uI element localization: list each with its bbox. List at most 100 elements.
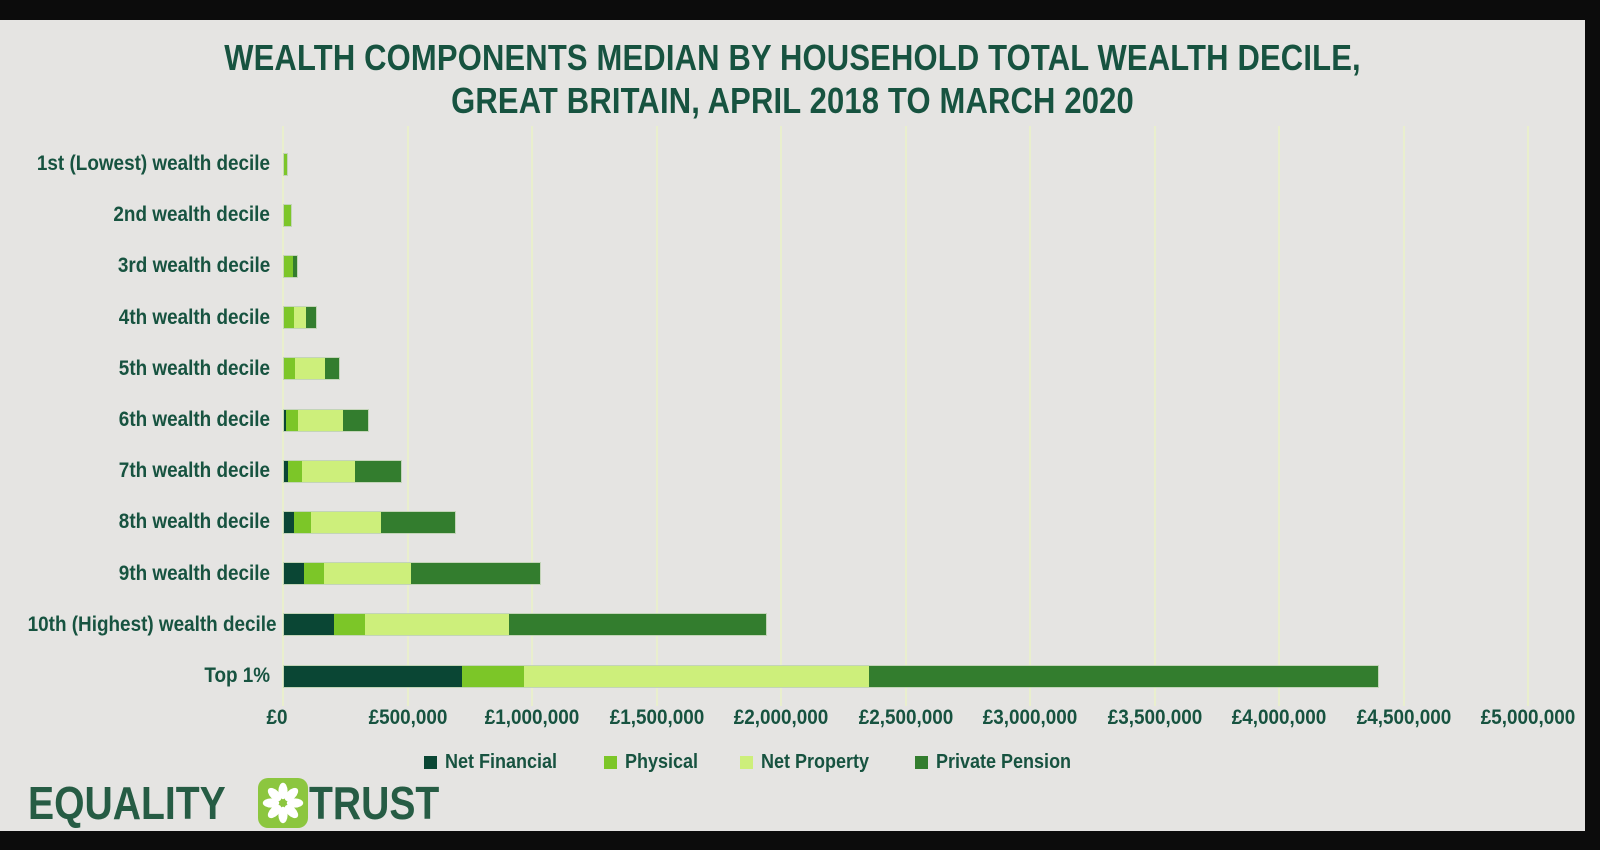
bar-segment-net-financial <box>284 409 286 431</box>
bar-segment-physical <box>284 307 294 329</box>
gridline <box>1153 126 1156 706</box>
row-label: 9th wealth decile <box>118 561 270 585</box>
legend-swatch-net-property <box>739 756 753 769</box>
gridline <box>531 126 533 706</box>
gridline <box>1278 126 1280 706</box>
stacked-bar <box>283 306 317 330</box>
legend-label: Net Financial <box>445 751 558 773</box>
row-label: Top 1% <box>204 664 270 687</box>
bar-segment-net-financial <box>284 614 334 636</box>
bar-segment-physical <box>333 614 365 636</box>
row-label: 2nd wealth decile <box>113 203 270 227</box>
bar-segment-private-pension <box>509 614 766 636</box>
row-label: 5th wealth decile <box>118 356 270 380</box>
bar-row: 3rd wealth decile <box>0 240 1585 292</box>
x-axis-label: £1,500,000 <box>609 706 704 729</box>
gridline <box>780 126 782 706</box>
x-axis-label: £500,000 <box>368 706 447 729</box>
legend-label: Physical <box>624 751 698 773</box>
stacked-bar <box>283 408 370 432</box>
bar-segment-private-pension <box>306 307 316 329</box>
chart-card: WEALTH COMPONENTS MEDIAN BY HOUSEHOLD TO… <box>0 20 1585 831</box>
row-label: 1st (Lowest) wealth decile <box>36 152 270 175</box>
row-label: 7th wealth decile <box>118 459 270 483</box>
bar-segment-private-pension <box>293 255 298 277</box>
stacked-bar <box>283 203 293 227</box>
chart-title: WEALTH COMPONENTS MEDIAN BY HOUSEHOLD TO… <box>0 36 1585 122</box>
logo-flower-icon <box>257 778 308 828</box>
bar-segment-net-property <box>364 614 510 636</box>
gridline <box>904 126 907 706</box>
bar-segment-physical <box>287 460 302 482</box>
bar-row: 6th wealth decile <box>0 394 1585 446</box>
x-axis-label: £3,500,000 <box>1107 706 1202 729</box>
legend-swatch-private-pension <box>914 756 928 769</box>
bar-segment-net-property <box>295 358 325 380</box>
bar-segment-net-financial <box>284 563 304 585</box>
x-axis-label: £1,000,000 <box>484 706 580 729</box>
logo-equality-text: EQUALITY <box>28 777 226 829</box>
bar-row: 7th wealth decile <box>0 445 1585 497</box>
bar-segment-physical <box>284 153 287 175</box>
frame-right <box>1585 0 1600 850</box>
bar-segment-physical <box>462 665 525 687</box>
stacked-bar <box>283 459 402 483</box>
legend-label: Net Property <box>760 751 869 773</box>
frame-top <box>0 0 1600 20</box>
legend-swatch-physical <box>603 756 617 769</box>
stacked-bar <box>283 357 340 381</box>
bar-segment-private-pension <box>869 665 1379 687</box>
legend: Net Financial Physical Net Property Private… <box>0 751 1510 774</box>
bar-segment-physical <box>284 255 294 277</box>
bar-segment-net-financial <box>284 511 294 533</box>
stacked-bar <box>283 254 299 278</box>
legend-swatch-net-financial <box>424 756 438 769</box>
logo-trust-text: TRUST <box>308 777 439 829</box>
row-label: 8th wealth decile <box>118 510 270 534</box>
bar-row: 4th wealth decile <box>0 292 1585 344</box>
row-label: 10th (Highest) wealth decile <box>27 612 277 636</box>
bar-segment-private-pension <box>411 563 540 585</box>
bar-row: 1st (Lowest) wealth decile <box>0 138 1585 190</box>
bar-segment-net-financial <box>284 460 288 482</box>
x-axis-label: £2,000,000 <box>733 706 829 729</box>
x-axis-label: £0 <box>266 706 288 729</box>
bar-row: 5th wealth decile <box>0 343 1585 395</box>
stacked-bar <box>283 613 767 637</box>
row-label: 3rd wealth decile <box>117 254 270 278</box>
bar-segment-net-property <box>301 460 355 482</box>
legend-item: Physical <box>603 751 706 774</box>
legend-item: Net Property <box>739 751 881 774</box>
legend-item: Net Financial <box>424 751 569 774</box>
x-axis-label: £3,000,000 <box>982 706 1078 729</box>
bar-segment-private-pension <box>324 358 339 380</box>
bar-segment-physical <box>303 563 324 585</box>
x-axis-label: £5,000,000 <box>1480 706 1576 729</box>
bar-segment-private-pension <box>342 409 369 431</box>
row-label: 6th wealth decile <box>118 408 270 431</box>
bar-segment-physical <box>284 204 292 226</box>
chart-title-line1: WEALTH COMPONENTS MEDIAN BY HOUSEHOLD TO… <box>224 37 1361 78</box>
x-axis-label: £4,500,000 <box>1356 706 1451 729</box>
frame-bottom <box>0 831 1600 850</box>
stacked-bar <box>283 562 541 586</box>
equality-trust-logo: EQUALITY TRUST <box>28 776 462 830</box>
bar-segment-physical <box>284 358 296 380</box>
bar-segment-net-property <box>524 665 870 687</box>
bar-row: 9th wealth decile <box>0 548 1585 600</box>
plot-area: 1st (Lowest) wealth decile 2nd wealth dec… <box>0 20 1585 831</box>
bar-row: 10th (Highest) wealth decile <box>0 599 1585 651</box>
bar-segment-net-financial <box>284 665 463 687</box>
bar-segment-physical <box>293 511 312 533</box>
gridline <box>655 126 658 706</box>
gridline <box>1029 126 1031 706</box>
bar-segment-net-property <box>323 563 412 585</box>
bar-row: 2nd wealth decile <box>0 189 1585 241</box>
bar-segment-net-property <box>293 307 307 329</box>
stacked-bar <box>283 510 456 534</box>
gridline <box>1402 126 1405 706</box>
row-label: 4th wealth decile <box>118 305 270 329</box>
gridline <box>406 126 409 706</box>
stacked-bar <box>283 152 288 176</box>
chart-title-line2: GREAT BRITAIN, APRIL 2018 TO MARCH 2020 <box>451 80 1134 121</box>
